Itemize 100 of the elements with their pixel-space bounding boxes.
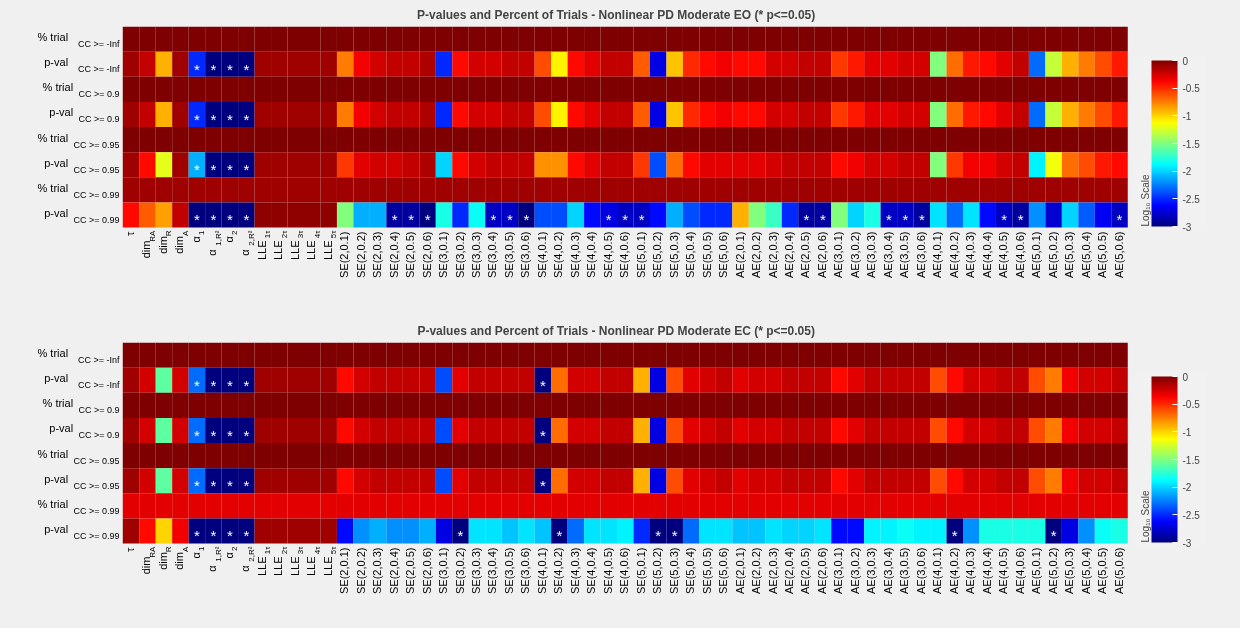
x-tick-label: SE(2,0.1) bbox=[338, 231, 351, 279]
data-label: * bbox=[1001, 211, 1008, 229]
data-label: * bbox=[226, 426, 233, 444]
y-tick-label: % trialCC >= 0.95 bbox=[37, 131, 120, 150]
y-tick-label: p-valCC >= 0.9 bbox=[49, 422, 120, 441]
data-label: * bbox=[243, 527, 250, 545]
data-label: * bbox=[243, 426, 250, 444]
data-label: * bbox=[539, 376, 546, 394]
data-label: * bbox=[885, 211, 892, 229]
data-label: * bbox=[226, 527, 233, 545]
x-tick-label: LLE5τ bbox=[321, 545, 339, 577]
x-tick-label: AE(3,0.3) bbox=[865, 231, 878, 279]
color-bar-label: -3 bbox=[1182, 537, 1192, 549]
color-bar-label: 0 bbox=[1182, 371, 1189, 383]
data-label: * bbox=[210, 60, 217, 78]
x-tick-label: SE(2,0.2) bbox=[354, 547, 367, 595]
x-tick-label: AE(5,0.1) bbox=[1030, 547, 1043, 595]
x-tick-label: α1,R² bbox=[206, 230, 223, 256]
x-tick-label: SE(5,0.3) bbox=[667, 231, 680, 279]
x-tick-label: AE(5,0.4) bbox=[1079, 231, 1092, 279]
x-tick-label: dimA bbox=[173, 229, 190, 254]
x-tick-label: SE(4,0.4) bbox=[585, 231, 598, 279]
y-tick-label: % trialCC >= 0.95 bbox=[37, 447, 120, 466]
data-label: * bbox=[210, 161, 217, 179]
x-tick-label: SE(5,0.6) bbox=[717, 231, 730, 279]
data-label: * bbox=[391, 211, 398, 229]
y-tick-label: % trialCC >= 0.99 bbox=[37, 497, 120, 516]
x-tick-label: AE(5,0.2) bbox=[1046, 231, 1059, 279]
data-label: * bbox=[638, 211, 645, 229]
x-tick-label: SE(5,0.2) bbox=[651, 231, 664, 279]
data-label: * bbox=[210, 477, 217, 495]
x-tick-label: AE(4,0.5) bbox=[997, 547, 1010, 595]
x-tick-label: AE(3,0.4) bbox=[881, 231, 894, 279]
x-tick-label: SE(2,0.6) bbox=[420, 231, 433, 279]
data-label: * bbox=[226, 60, 233, 78]
x-tick-label: SE(3,0.2) bbox=[453, 547, 466, 595]
x-tick-label: AE(4,0.4) bbox=[980, 231, 993, 279]
data-label: * bbox=[210, 426, 217, 444]
data-label: * bbox=[193, 426, 200, 444]
x-tick-label: AE(3,0.3) bbox=[865, 547, 878, 595]
x-tick-label: SE(2,0.4) bbox=[387, 547, 400, 595]
data-label: * bbox=[210, 110, 217, 128]
data-label: * bbox=[457, 527, 464, 545]
x-tick-label: AE(2,0.2) bbox=[750, 231, 763, 279]
x-tick-label: AE(4,0.3) bbox=[964, 547, 977, 595]
data-label: * bbox=[490, 211, 497, 229]
x-tick-label: SE(5,0.1) bbox=[634, 231, 647, 279]
data-label: * bbox=[226, 161, 233, 179]
x-tick-label: SE(2,0.1) bbox=[338, 547, 351, 595]
x-tick-label: AE(2,0.4) bbox=[783, 547, 796, 595]
data-label: * bbox=[1050, 527, 1057, 545]
color-bar-label: -1 bbox=[1182, 426, 1192, 438]
x-tick-label: α1,R² bbox=[206, 546, 223, 572]
x-tick-label: AE(3,0.2) bbox=[848, 231, 861, 279]
x-tick-label: AE(4,0.4) bbox=[980, 547, 993, 595]
x-tick-label: AE(2,0.5) bbox=[799, 547, 812, 595]
x-tick-label: AE(5,0.1) bbox=[1030, 231, 1043, 279]
x-tick-label: LLE1τ bbox=[255, 229, 273, 261]
x-tick-label: AE(4,0.2) bbox=[947, 231, 960, 279]
color-bar-title: Log₁₀ Scale bbox=[1139, 174, 1151, 227]
x-tick-label: AE(4,0.5) bbox=[997, 231, 1010, 279]
x-tick-label: AE(2,0.5) bbox=[799, 231, 812, 279]
x-tick-label: AE(3,0.6) bbox=[914, 547, 927, 595]
x-tick-label: LLE3τ bbox=[288, 545, 306, 577]
x-tick-label: AE(3,0.4) bbox=[881, 547, 894, 595]
x-tick-label: SE(5,0.2) bbox=[651, 547, 664, 595]
data-label: * bbox=[193, 527, 200, 545]
x-tick-label: AE(3,0.5) bbox=[898, 547, 911, 595]
x-tick-label: AE(5,0.6) bbox=[1112, 547, 1125, 595]
x-tick-label: SE(3,0.5) bbox=[502, 547, 515, 595]
data-label: * bbox=[918, 211, 925, 229]
x-tick-label: τ bbox=[124, 546, 137, 552]
x-tick-label: SE(2,0.4) bbox=[387, 231, 400, 279]
x-tick-label: AE(4,0.1) bbox=[931, 231, 944, 279]
x-tick-label: AE(5,0.3) bbox=[1063, 547, 1076, 595]
x-tick-label: AE(3,0.1) bbox=[832, 231, 845, 279]
x-tick-label: SE(5,0.1) bbox=[634, 547, 647, 595]
data-label: * bbox=[556, 527, 563, 545]
x-tick-label: AE(4,0.1) bbox=[931, 547, 944, 595]
x-tick-label: LLE2τ bbox=[272, 229, 289, 261]
x-tick-label: SE(4,0.3) bbox=[568, 547, 581, 595]
data-label: * bbox=[193, 161, 200, 179]
x-tick-label: SE(4,0.2) bbox=[552, 231, 565, 279]
x-tick-label: AE(5,0.5) bbox=[1096, 547, 1109, 595]
x-tick-label: LLE3τ bbox=[288, 229, 306, 261]
x-tick-label: SE(5,0.5) bbox=[700, 547, 713, 595]
x-tick-label: AE(5,0.6) bbox=[1112, 231, 1125, 279]
x-tick-label: AE(4,0.6) bbox=[1013, 231, 1026, 279]
x-tick-label: α1 bbox=[189, 546, 207, 559]
x-tick-label: SE(4,0.6) bbox=[618, 547, 631, 595]
x-tick-label: AE(2,0.3) bbox=[766, 231, 779, 279]
x-tick-label: AE(5,0.3) bbox=[1063, 231, 1076, 279]
x-tick-label: AE(2,0.2) bbox=[750, 547, 763, 595]
data-label: * bbox=[226, 211, 233, 229]
data-label: * bbox=[820, 211, 827, 229]
x-tick-label: AE(4,0.6) bbox=[1013, 547, 1026, 595]
y-tick-label: p-valCC >= 0.99 bbox=[44, 523, 120, 541]
y-tick-label: p-valCC >= 0.95 bbox=[44, 156, 120, 175]
x-tick-label: AE(2,0.1) bbox=[733, 231, 746, 279]
x-tick-label: SE(5,0.5) bbox=[700, 231, 713, 279]
